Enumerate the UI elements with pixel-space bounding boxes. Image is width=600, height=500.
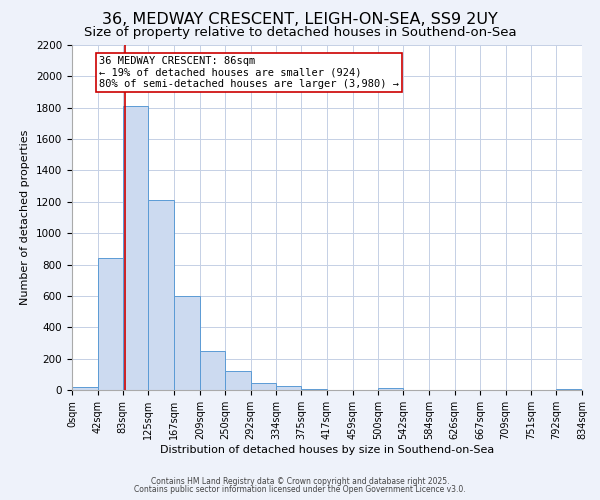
Bar — [174, 296, 200, 390]
Bar — [72, 387, 98, 390]
Text: Contains public sector information licensed under the Open Government Licence v3: Contains public sector information licen… — [134, 485, 466, 494]
X-axis label: Distribution of detached houses by size in Southend-on-Sea: Distribution of detached houses by size … — [160, 444, 494, 454]
Bar — [225, 371, 251, 390]
Y-axis label: Number of detached properties: Number of detached properties — [20, 130, 31, 305]
Bar — [556, 389, 582, 390]
Bar — [301, 389, 327, 390]
Text: 36, MEDWAY CRESCENT, LEIGH-ON-SEA, SS9 2UY: 36, MEDWAY CRESCENT, LEIGH-ON-SEA, SS9 2… — [102, 12, 498, 28]
Bar — [123, 106, 148, 390]
Text: Size of property relative to detached houses in Southend-on-Sea: Size of property relative to detached ho… — [83, 26, 517, 39]
Bar — [251, 383, 276, 390]
Text: Contains HM Land Registry data © Crown copyright and database right 2025.: Contains HM Land Registry data © Crown c… — [151, 477, 449, 486]
Bar — [148, 200, 174, 390]
Bar — [378, 388, 403, 390]
Bar — [200, 351, 225, 390]
Bar — [276, 386, 301, 390]
Bar — [98, 258, 123, 390]
Text: 36 MEDWAY CRESCENT: 86sqm
← 19% of detached houses are smaller (924)
80% of semi: 36 MEDWAY CRESCENT: 86sqm ← 19% of detac… — [99, 56, 399, 89]
